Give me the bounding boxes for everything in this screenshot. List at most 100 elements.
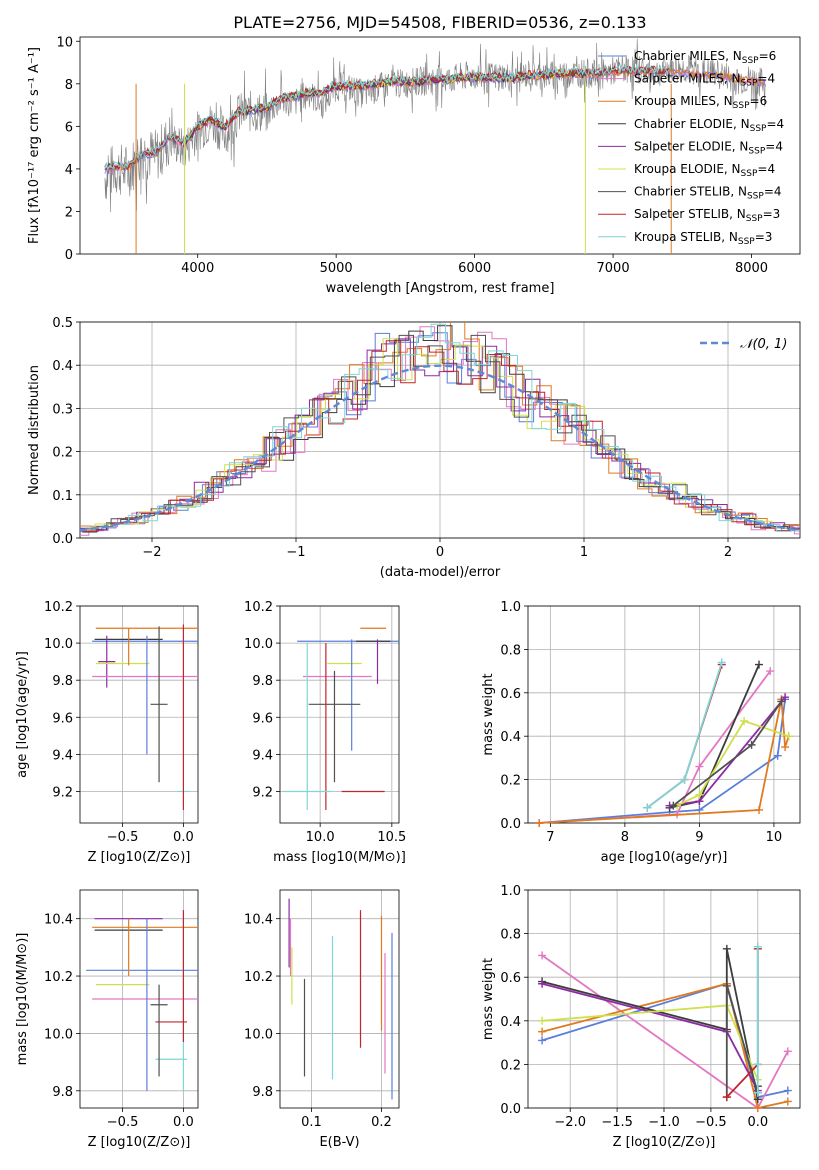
legend-label: Kroupa MILES, NSSP=6: [634, 94, 767, 111]
x-tick-label: 1: [580, 545, 588, 560]
weight-point-marker: [783, 1047, 792, 1056]
y-tick-label: 0.4: [500, 730, 521, 745]
weight-point-marker: [781, 693, 790, 702]
y-tick-label: 10.2: [244, 600, 273, 615]
y-tick-label: 2: [65, 205, 73, 220]
model-spectrum-line: [104, 64, 669, 171]
histogram-line: [80, 322, 800, 532]
axes-frame: [279, 889, 400, 1109]
x-tick-label: 0: [436, 545, 444, 560]
y-tick-label: 1.0: [500, 600, 521, 615]
legend-label: Kroupa ELODIE, NSSP=4: [634, 162, 775, 179]
axes-frame: [79, 605, 199, 824]
weight-point-marker: [680, 775, 689, 784]
y-tick-label: 0.5: [52, 316, 73, 331]
histogram-line: [83, 340, 800, 532]
weight-point-marker: [783, 1097, 792, 1106]
axes-frame: [527, 889, 801, 1109]
x-tick-label: 10.5: [377, 830, 406, 845]
gaussian-curve: [79, 364, 801, 532]
x-tick-label: 6000: [458, 261, 491, 276]
panel-residuals: −2 −1 0 1 2 0.0 0.1 0.2 0.3 0.4 0.5 (data-model)/er…: [27, 316, 801, 580]
panel-age-vs-Z: −0.5 0.0 9.2 9.4 9.6 9.8 10.0 10.2 Z [log10(Z/Z⊙…: [15, 600, 199, 865]
y-tick-label: 0.3: [52, 402, 73, 417]
y-tick-label: 10: [56, 35, 73, 50]
weight-point-marker: [777, 697, 786, 706]
weight-series-line: [542, 1004, 759, 1081]
y-tick-label: 10.0: [44, 637, 73, 652]
histogram-line: [85, 323, 800, 532]
legend-label: Chabrier ELODIE, NSSP=4: [634, 117, 784, 134]
legend-label: Chabrier STELIB, NSSP=4: [634, 185, 782, 202]
x-tick-label: −1: [286, 545, 305, 560]
weight-point-marker: [766, 667, 775, 676]
y-tick-label: 0.8: [500, 928, 521, 943]
weight-point-marker: [755, 660, 764, 669]
weight-point-marker: [695, 790, 704, 799]
y-tick-label: 10.2: [244, 970, 273, 985]
panel-mass-vs-EBV: 0.1 0.2 9.8 10.0 10.2 10.4 E(B-V): [244, 889, 400, 1150]
weight-point-marker: [717, 658, 726, 667]
weight-point-marker: [747, 740, 756, 749]
y-tick-label: 0.8: [500, 643, 521, 658]
x-tick-label: 0.2: [371, 1115, 392, 1130]
weight-series-line: [539, 670, 771, 824]
weight-point-marker: [781, 743, 790, 752]
y-tick-label: 0: [65, 248, 73, 263]
x-axis-label: mass [log10(M/M⊙)]: [273, 850, 406, 865]
y-tick-label: 0.2: [500, 774, 521, 789]
x-tick-label: 2: [724, 545, 732, 560]
y-tick-label: 10.2: [44, 600, 73, 615]
y-tick-label: 9.6: [252, 711, 273, 726]
y-tick-label: 0.6: [500, 687, 521, 702]
x-tick-label: −0.5: [107, 1115, 139, 1130]
x-axis-label: Z [log10(Z/Z⊙)]: [88, 1135, 191, 1150]
y-tick-label: 9.2: [52, 785, 73, 800]
panel-spectrum: 4000 5000 6000 7000 8000 0 2 4 6 8 10 wavelength [A…: [27, 35, 801, 296]
weight-point-marker: [538, 1036, 547, 1045]
weight-series-line: [676, 719, 790, 807]
x-tick-label: −0.5: [695, 1115, 727, 1130]
y-tick-label: 0.6: [500, 971, 521, 986]
x-axis-label: Z [log10(Z/Z⊙)]: [613, 1135, 716, 1150]
x-tick-label: −1.5: [601, 1115, 633, 1130]
x-axis-label: wavelength [Angstrom, rest frame]: [326, 281, 555, 296]
legend-label: 𝒩(0, 1): [740, 337, 787, 352]
panel-mass-weight-vs-age: 7 8 9 10 0.0 0.2 0.4 0.6 0.8 1.0 age [log10(age/yr…: [481, 600, 801, 865]
x-tick-label: 0.0: [173, 830, 194, 845]
weight-point-marker: [722, 1093, 731, 1102]
x-tick-label: 8000: [735, 261, 768, 276]
x-tick-label: 7: [546, 830, 554, 845]
x-tick-label: 10: [766, 830, 783, 845]
y-tick-label: 6: [65, 120, 73, 135]
axes-frame: [79, 36, 801, 255]
figure-title: PLATE=2756, MJD=54508, FIBERID=0536, z=0…: [233, 13, 646, 32]
weight-series-line: [646, 662, 723, 809]
y-tick-label: 9.2: [252, 785, 273, 800]
y-tick-label: 10.0: [44, 1027, 73, 1042]
y-tick-label: 10.4: [244, 913, 273, 928]
y-tick-label: 9.6: [52, 711, 73, 726]
weight-point-marker: [755, 805, 764, 814]
weight-point-marker: [538, 1027, 547, 1036]
y-axis-label: mass weight: [481, 958, 496, 1040]
weight-point-marker: [722, 944, 731, 953]
weight-series-line: [541, 982, 759, 1092]
y-tick-label: 1.0: [500, 884, 521, 899]
weight-point-marker: [753, 1088, 762, 1097]
histogram-line: [80, 326, 800, 536]
y-tick-label: 0.1: [52, 489, 73, 504]
x-tick-label: 7000: [597, 261, 630, 276]
weight-point-marker: [538, 951, 547, 960]
weight-point-marker: [669, 801, 678, 810]
y-tick-label: 0.0: [52, 532, 73, 547]
legend-label: Chabrier MILES, NSSP=6: [634, 49, 776, 66]
histogram-line: [80, 332, 800, 530]
x-tick-label: −1.0: [648, 1115, 680, 1130]
x-axis-label: age [log10(age/yr)]: [601, 850, 728, 865]
y-tick-label: 9.4: [252, 748, 273, 763]
spectrum-legend: Chabrier MILES, NSSP=6 Salpeter MILES, NS…: [598, 49, 784, 247]
histogram-line: [82, 334, 800, 533]
weight-series-line: [539, 699, 786, 824]
